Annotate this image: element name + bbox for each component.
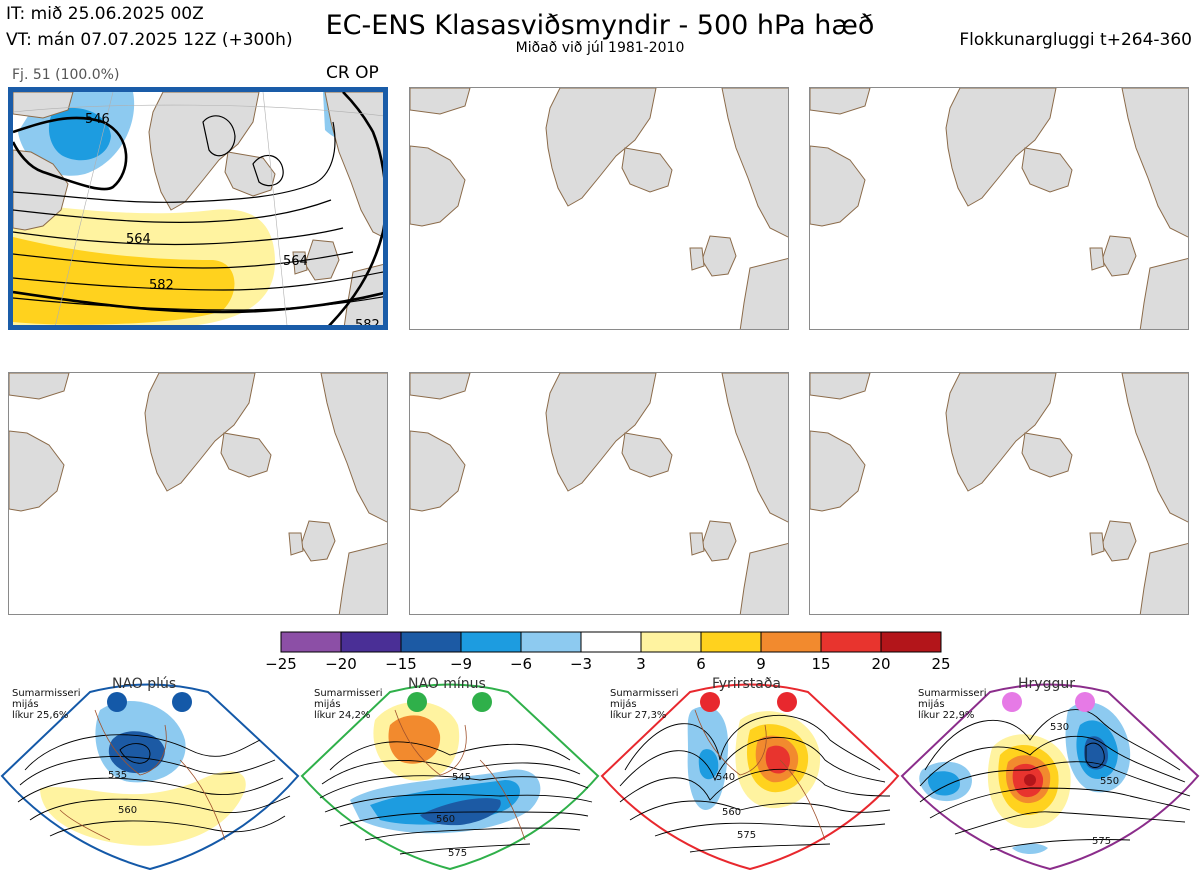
colorbar-swatch (700, 631, 762, 653)
contour-label: 535 (108, 770, 128, 781)
cluster-member-count: Fj. 51 (100.0%) (12, 67, 120, 83)
colorbar-tick: 3 (636, 655, 646, 672)
contour-label: 575 (1092, 836, 1112, 847)
regime-dot-right (777, 692, 797, 712)
contour-label: 540 (716, 772, 736, 783)
contour-label: 560 (118, 805, 138, 816)
regime-ridge[interactable]: Hryggur Sumarmisseri mijás líkur 22,9% 530… (900, 670, 1200, 871)
colorbar-swatch (640, 631, 702, 653)
regime-title: Fyrirstaða (712, 676, 781, 692)
cluster-tag: CR OP (326, 63, 379, 83)
contour-label: 550 (1100, 776, 1120, 787)
colorbar-swatch (340, 631, 402, 653)
regime-title: NAO plús (112, 676, 177, 692)
colorbar-swatch (580, 631, 642, 653)
regime-dot-left (1002, 692, 1022, 712)
regime-info: Sumarmisseri mijás líkur 25,6% (12, 688, 81, 721)
contour-label: 546 (85, 112, 110, 127)
contour-label: 582 (355, 318, 380, 330)
colorbar-tick: −3 (570, 655, 592, 672)
regime-nao-minus[interactable]: NAO mínus Sumarmisseri mijás líkur 24,2% 5… (300, 670, 600, 871)
contour-label: 575 (448, 848, 468, 859)
contour-label: 564 (126, 232, 151, 247)
anomaly-colorbar: −25 −20 −15 −9 −6 −3 3 6 9 15 20 25 (265, 631, 951, 672)
colorbar-swatch (820, 631, 882, 653)
colorbar-tick: 15 (811, 655, 830, 672)
colorbar-tick: −20 (325, 655, 357, 672)
regime-dot-left (407, 692, 427, 712)
cluster-map-3[interactable] (809, 87, 1189, 330)
contour-label: 530 (1050, 722, 1070, 733)
regime-info: Sumarmisseri mijás líkur 27,3% (610, 688, 679, 721)
contour-label: 560 (722, 807, 742, 818)
colorbar-swatch (520, 631, 582, 653)
regime-dot-right (472, 692, 492, 712)
regime-dot-right (172, 692, 192, 712)
cluster-map-4[interactable] (8, 372, 388, 615)
initial-time: IT: mið 25.06.2025 00Z (6, 4, 204, 24)
regime-title: NAO mínus (408, 676, 486, 692)
regime-dot-right (1075, 692, 1095, 712)
colorbar-swatch (460, 631, 522, 653)
cluster-map-2[interactable] (409, 87, 789, 330)
colorbar-tick: −9 (450, 655, 472, 672)
regime-title: Hryggur (1018, 676, 1075, 692)
colorbar-swatch (760, 631, 822, 653)
contour-label: 560 (436, 814, 456, 825)
colorbar-tick: 25 (931, 655, 950, 672)
contour-label: 575 (737, 830, 757, 841)
regime-info: Sumarmisseri mijás líkur 24,2% (314, 688, 383, 721)
colorbar-tick: −15 (385, 655, 417, 672)
valid-time: VT: mán 07.07.2025 12Z (+300h) (6, 30, 293, 50)
colorbar-swatch (880, 631, 942, 653)
classification-window: Flokkunargluggi t+264-360 (959, 30, 1192, 50)
colorbar-tick: −25 (265, 655, 297, 672)
colorbar-tick: 20 (871, 655, 890, 672)
regime-info: Sumarmisseri mijás líkur 22,9% (918, 688, 987, 721)
regime-blocking[interactable]: Fyrirstaða Sumarmisseri mijás líkur 27,3% … (600, 670, 900, 871)
cluster-map-5[interactable] (409, 372, 789, 615)
colorbar-tick: 6 (696, 655, 706, 672)
contour-label: 564 (283, 254, 308, 269)
colorbar-tick: −6 (510, 655, 532, 672)
contour-label: 582 (149, 278, 174, 293)
page-subtitle: Miðað við júl 1981-2010 (515, 40, 685, 56)
contour-label: 545 (452, 772, 472, 783)
cluster-map-1[interactable]: 546 564 564 582 582 (8, 87, 388, 330)
colorbar-swatch (280, 631, 342, 653)
regime-dot-left (700, 692, 720, 712)
regime-dot-left (107, 692, 127, 712)
page-title: EC-ENS Klasasviðsmyndir - 500 hPa hæð (325, 10, 875, 41)
cluster-map-6[interactable] (809, 372, 1189, 615)
colorbar-swatch (400, 631, 462, 653)
regime-nao-plus[interactable]: NAO plús Sumarmisseri mijás líkur 25,6% 53… (0, 670, 300, 871)
colorbar-tick: 9 (756, 655, 766, 672)
